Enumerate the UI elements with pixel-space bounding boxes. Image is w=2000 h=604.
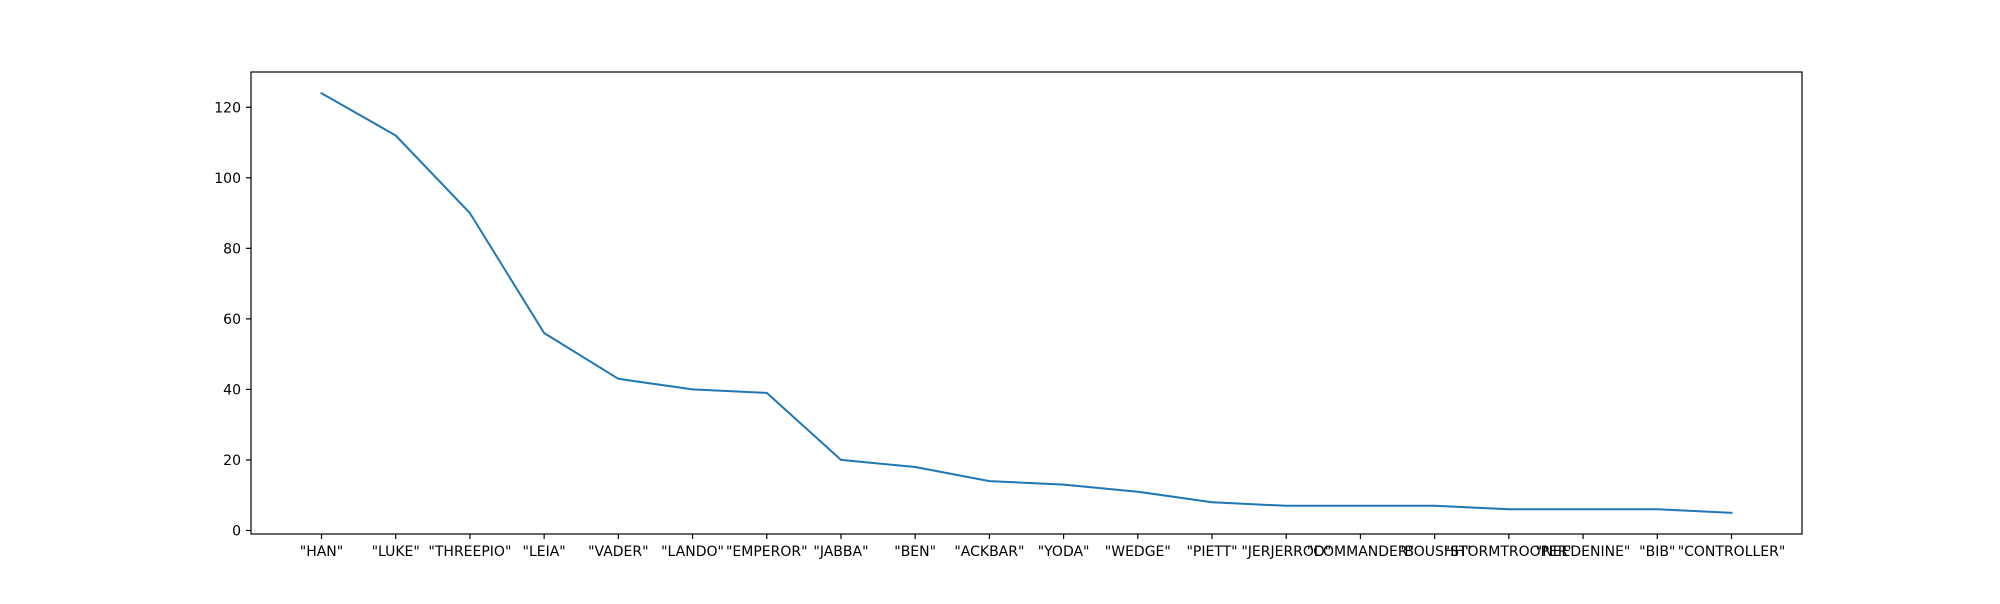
y-tick-label: 0 [232,523,241,539]
x-tick-label: "LEIA" [523,544,566,560]
x-tick-label: "PIETT" [1186,544,1237,560]
x-tick-label: "WEDGE" [1105,544,1171,560]
y-tick-label: 40 [223,382,241,398]
x-tick-label: "BEN" [894,544,936,560]
y-tick-label: 20 [223,453,241,469]
x-tick-label: "YODA" [1038,544,1090,560]
x-tick-label: "JABBA" [813,544,868,560]
x-axis: "HAN" "LUKE" "THREEPIO" "LEIA" "VADER" "LANDO… [300,534,1786,560]
x-tick-label: "BOUSHH" [1398,544,1471,560]
x-tick-label: "LANDO" [661,544,724,560]
x-tick-label: "HAN" [300,544,343,560]
plot-frame [250,71,1803,535]
x-tick-label: "EMPEROR" [726,544,808,560]
x-tick-label: "NEEDENINE" [1536,544,1631,560]
x-tick-label: "LUKE" [372,544,420,560]
x-tick-label: "STORMTROOPER" [1444,544,1574,560]
y-tick-label: 120 [214,100,241,116]
x-tick-label: "JERJERROD" [1241,544,1331,560]
series-line [320,91,1733,514]
x-tick-label: "CONTROLLER" [1678,544,1786,560]
series-layer [320,91,1733,514]
x-tick-label: "VADER" [588,544,649,560]
plot-border [250,71,1803,535]
x-tick-label: "COMMANDER" [1307,544,1414,560]
x-tick-label: "ACKBAR" [954,544,1024,560]
y-axis: 0 20 40 60 80 100 120 [214,100,251,539]
y-tick-label: 100 [214,171,241,187]
y-tick-label: 60 [223,312,241,328]
x-tick-label: "THREEPIO" [428,544,511,560]
y-tick-label: 80 [223,241,241,257]
x-tick-label: "BIB" [1639,544,1675,560]
